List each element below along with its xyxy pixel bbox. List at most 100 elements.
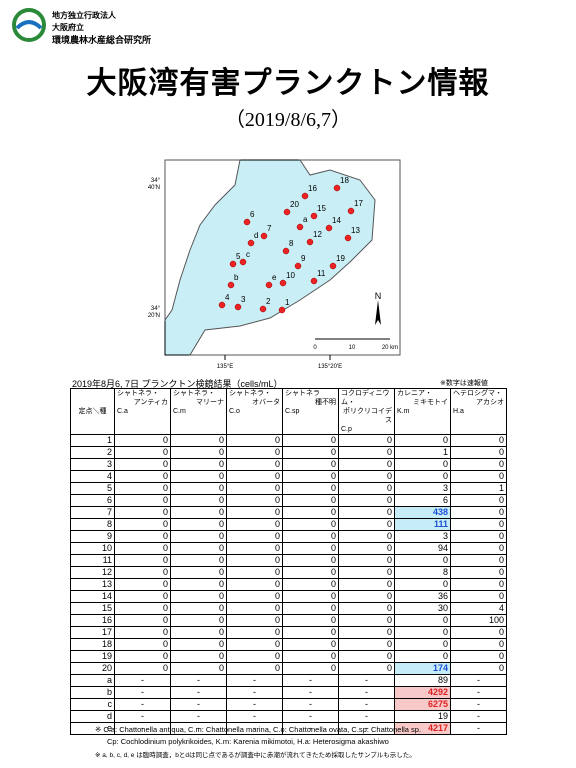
- value-cell: 0: [114, 494, 171, 507]
- value-cell: -: [114, 686, 171, 699]
- species-name: アカシオ: [476, 399, 504, 406]
- station: [282, 247, 290, 255]
- station-label: 11: [317, 269, 326, 278]
- value-cell: 0: [394, 614, 451, 627]
- value-cell: -: [114, 698, 171, 711]
- value-cell: 0: [338, 518, 395, 531]
- station-label: 13: [351, 226, 360, 235]
- value-cell: 0: [450, 518, 507, 531]
- org-line: 大阪府立: [52, 23, 84, 32]
- value-cell: -: [338, 674, 395, 687]
- value-cell: 0: [114, 482, 171, 495]
- station-label: 19: [336, 254, 345, 263]
- value-cell: 3: [394, 530, 451, 543]
- station-cell: b: [70, 686, 115, 699]
- value-cell: 0: [170, 458, 227, 471]
- value-cell: 0: [282, 578, 339, 591]
- value-cell: 0: [226, 590, 283, 603]
- north-label: N: [375, 291, 382, 301]
- value-cell: 0: [338, 578, 395, 591]
- value-cell: -: [170, 698, 227, 711]
- value-cell: 6: [394, 494, 451, 507]
- station: [301, 192, 309, 200]
- value-cell: -: [338, 698, 395, 711]
- value-cell: 0: [226, 542, 283, 555]
- value-cell: 6275: [394, 698, 451, 711]
- value-cell: -: [282, 710, 339, 723]
- station-cell: 16: [70, 614, 115, 627]
- value-cell: 0: [338, 554, 395, 567]
- value-cell: 0: [226, 554, 283, 567]
- value-cell: 0: [338, 506, 395, 519]
- value-cell: -: [226, 674, 283, 687]
- value-cell: 0: [394, 578, 451, 591]
- station-label: e: [272, 273, 277, 282]
- species-name: ミキモトイ: [413, 399, 448, 406]
- value-cell: -: [338, 722, 395, 735]
- value-cell: 0: [170, 446, 227, 459]
- title: 大阪湾有害プランクトン情報: [86, 66, 490, 101]
- species-code: C.o: [229, 408, 240, 415]
- table-row: 18 0 0 0 0 0 0 0: [70, 638, 507, 651]
- value-cell: 89: [394, 674, 451, 687]
- species-name: オバータ: [252, 399, 280, 406]
- column-header: シャトネラ・ アンティカ C.a: [114, 388, 171, 435]
- station-label: 10: [286, 271, 295, 280]
- table-row: 19 0 0 0 0 0 0 0: [70, 650, 507, 663]
- value-cell: 0: [450, 446, 507, 459]
- value-cell: 0: [394, 650, 451, 663]
- value-cell: 0: [226, 638, 283, 651]
- value-cell: 0: [450, 626, 507, 639]
- station: [310, 212, 318, 220]
- value-cell: 0: [114, 662, 171, 675]
- value-cell: 0: [226, 518, 283, 531]
- station: [310, 277, 318, 285]
- value-cell: -: [114, 710, 171, 723]
- value-cell: 0: [114, 530, 171, 543]
- value-cell: 0: [114, 614, 171, 627]
- value-cell: 0: [170, 662, 227, 675]
- station-label: b: [234, 273, 239, 282]
- station-label: 20: [290, 200, 299, 209]
- value-cell: 0: [114, 470, 171, 483]
- value-cell: 0: [170, 602, 227, 615]
- value-cell: -: [282, 674, 339, 687]
- value-cell: 0: [450, 542, 507, 555]
- value-cell: 0: [450, 494, 507, 507]
- value-cell: 0: [450, 650, 507, 663]
- value-cell: 0: [170, 566, 227, 579]
- value-cell: 0: [394, 638, 451, 651]
- table-row: 20 0 0 0 0 0 174 0: [70, 662, 507, 675]
- station-label: 9: [301, 254, 306, 263]
- station: [333, 184, 341, 192]
- value-cell: -: [450, 722, 507, 735]
- species-genus: シャトネラ: [285, 390, 320, 397]
- value-cell: 0: [282, 518, 339, 531]
- value-cell: 0: [394, 470, 451, 483]
- station-label: a: [303, 215, 308, 224]
- value-cell: 0: [170, 482, 227, 495]
- table-row: 15 0 0 0 0 0 30 4: [70, 602, 507, 615]
- station-label: 3: [241, 295, 246, 304]
- value-cell: 0: [226, 482, 283, 495]
- station-label: 15: [317, 204, 326, 213]
- species-name: マリーナ: [196, 399, 224, 406]
- value-cell: 0: [282, 602, 339, 615]
- table-row: a - - - - -89-: [70, 674, 507, 687]
- station-label: 18: [340, 176, 349, 185]
- value-cell: -: [338, 686, 395, 699]
- table-row: 16 0 0 0 0 0 0 100: [70, 614, 507, 627]
- station-cell: 6: [70, 494, 115, 507]
- value-cell: -: [450, 686, 507, 699]
- value-cell: -: [226, 686, 283, 699]
- value-cell: -: [450, 710, 507, 723]
- lat-label: 40'N: [148, 185, 160, 191]
- value-cell: -: [450, 674, 507, 687]
- station-label: 17: [354, 199, 363, 208]
- awaji: [164, 159, 241, 322]
- value-cell: 174: [394, 662, 451, 675]
- value-cell: 0: [170, 518, 227, 531]
- species-name: アンティカ: [133, 399, 168, 406]
- column-header: シャトネラ・ オバータ C.o: [226, 388, 283, 435]
